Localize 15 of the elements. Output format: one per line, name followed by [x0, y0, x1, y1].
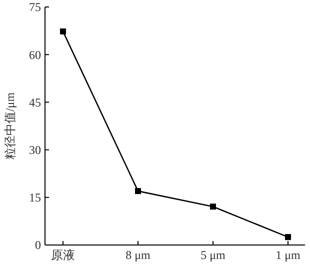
y-tick-label: 0 [35, 238, 41, 252]
y-tick-label: 75 [29, 0, 41, 14]
x-tick-label: 5 μm [200, 248, 226, 262]
point [210, 204, 216, 210]
y-tick-label: 30 [29, 143, 41, 157]
x-tick-label: 原液 [51, 248, 75, 262]
y-tick-label: 60 [29, 48, 41, 62]
y-axis-title: 粒径中值/μm [3, 92, 17, 160]
y-tick-label: 15 [29, 190, 41, 205]
point [285, 234, 291, 240]
x-tick-label: 8 μm [126, 248, 152, 262]
point [135, 188, 141, 194]
point [60, 28, 66, 34]
y-tick-label: 45 [29, 95, 41, 110]
x-tick-label: 1 μm [276, 248, 302, 262]
